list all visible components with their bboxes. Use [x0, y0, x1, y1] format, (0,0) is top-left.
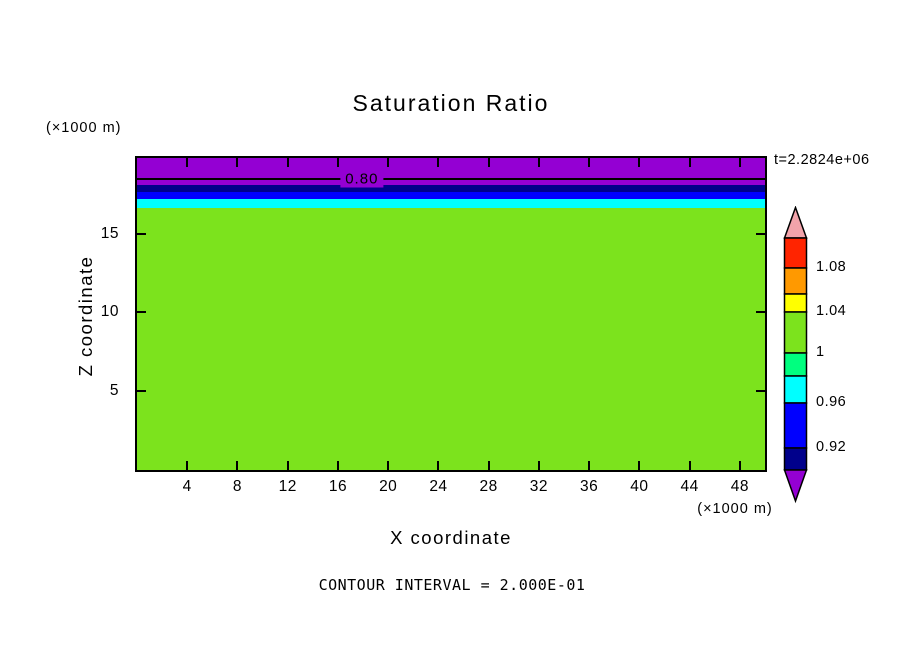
x-axis-tick	[437, 461, 440, 470]
contour-interval-note: CONTOUR INTERVAL = 2.000E-01	[318, 576, 586, 594]
colorbar-label: 0.96	[816, 394, 847, 410]
y-tick-label: 5	[109, 382, 119, 400]
x-axis-tick	[638, 461, 641, 470]
colorbar-label: 1.04	[816, 303, 847, 319]
x-axis-tick	[738, 461, 741, 470]
contour-line	[137, 178, 765, 181]
time-annotation: t=2.2824e+06	[774, 152, 870, 168]
x-axis-tick	[387, 158, 390, 167]
y-axis-unit-label: (×1000 m)	[46, 120, 122, 136]
x-axis-tick	[236, 461, 239, 470]
x-tick-label: 28	[479, 478, 498, 495]
saturation-band	[137, 158, 765, 185]
x-axis-tick	[487, 461, 490, 470]
x-tick-label: 24	[429, 478, 448, 495]
x-axis-tick	[236, 158, 239, 167]
contour-label: 0.80	[340, 170, 384, 188]
y-tick-label: 15	[100, 224, 119, 242]
x-axis-tick	[688, 461, 691, 470]
x-tick-label: 40	[630, 478, 649, 495]
x-axis-tick	[487, 158, 490, 167]
x-axis-tick	[186, 158, 189, 167]
colorbar	[783, 205, 809, 506]
x-axis-tick	[537, 461, 540, 470]
x-tick-label: 8	[232, 478, 243, 495]
y-tick-label: 10	[100, 303, 119, 321]
x-tick-label: 16	[328, 478, 348, 495]
colorbar-label: 0.92	[816, 439, 847, 455]
x-tick-label: 12	[278, 478, 297, 495]
colorbar-label: 1	[816, 344, 825, 360]
saturation-band	[137, 184, 765, 192]
y-axis-tick	[756, 232, 765, 235]
x-axis-title: X coordinate	[390, 527, 512, 548]
x-axis-tick	[286, 461, 289, 470]
x-axis-tick	[588, 461, 591, 470]
colorbar-svg	[783, 205, 808, 504]
x-tick-label: 36	[580, 478, 599, 495]
x-axis-tick	[186, 461, 189, 470]
x-tick-label: 32	[529, 478, 549, 495]
x-tick-label: 20	[379, 478, 398, 495]
y-axis-tick	[137, 232, 146, 235]
x-tick-label: 4	[182, 478, 192, 495]
x-axis-tick	[738, 158, 741, 167]
x-axis-tick	[336, 158, 339, 167]
x-axis-tick	[387, 461, 390, 470]
x-axis-tick	[688, 158, 691, 167]
x-axis-tick	[588, 158, 591, 167]
x-axis-tick	[437, 158, 440, 167]
x-tick-label: 44	[680, 478, 699, 495]
x-axis-unit-label: (×1000 m)	[697, 501, 773, 517]
plot-title: Saturation Ratio	[352, 90, 550, 116]
y-axis-tick	[756, 390, 765, 393]
saturation-band	[137, 198, 765, 209]
y-axis-tick	[137, 311, 146, 314]
saturation-band	[137, 208, 765, 470]
colorbar-label: 1.08	[816, 259, 847, 275]
x-axis-tick	[638, 158, 641, 167]
x-tick-label: 48	[730, 478, 749, 495]
y-axis-tick	[756, 311, 765, 314]
x-axis-tick	[537, 158, 540, 167]
x-axis-tick	[336, 461, 339, 470]
plot-area: 0.80	[135, 156, 767, 472]
x-axis-tick	[286, 158, 289, 167]
saturation-band	[137, 191, 765, 199]
y-axis-tick	[137, 390, 146, 393]
